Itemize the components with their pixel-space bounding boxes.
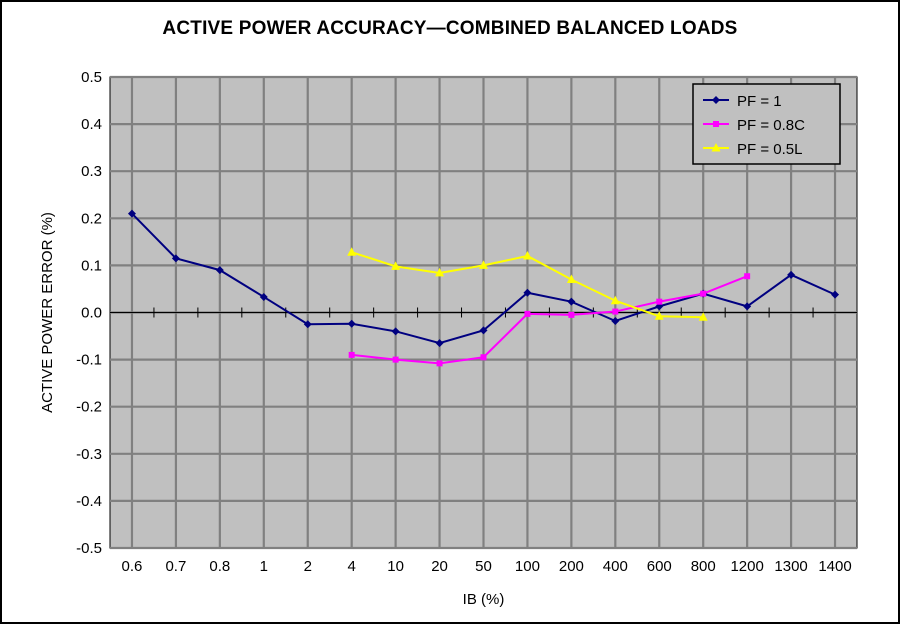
y-tick-label: -0.5	[76, 540, 102, 557]
legend-label: PF = 0.5L	[737, 141, 802, 158]
x-tick-label: 600	[647, 558, 672, 575]
y-tick-label: 0.2	[81, 210, 102, 227]
data-point	[612, 309, 618, 315]
x-tick-label: 20	[431, 558, 448, 575]
data-point	[481, 354, 487, 360]
x-tick-label: 0.7	[165, 558, 186, 575]
x-tick-label: 1300	[774, 558, 807, 575]
x-axis-title: IB (%)	[463, 591, 505, 608]
x-tick-label: 0.6	[122, 558, 143, 575]
data-point	[524, 311, 530, 317]
data-point	[744, 273, 750, 279]
y-tick-label: 0.3	[81, 163, 102, 180]
y-tick-label: 0.4	[81, 116, 102, 133]
data-point	[349, 352, 355, 358]
y-tick-label: -0.1	[76, 352, 102, 369]
data-point	[656, 299, 662, 305]
data-point	[700, 291, 706, 297]
x-tick-label: 800	[691, 558, 716, 575]
y-tick-label: 0.1	[81, 257, 102, 274]
legend-label: PF = 1	[737, 93, 782, 110]
x-tick-label: 400	[603, 558, 628, 575]
data-point	[713, 121, 719, 127]
x-tick-label: 1	[260, 558, 268, 575]
y-tick-label: 0.0	[81, 305, 102, 322]
y-tick-label: -0.2	[76, 399, 102, 416]
x-tick-label: 10	[387, 558, 404, 575]
data-point	[393, 357, 399, 363]
legend: PF = 1 PF = 0.8C PF = 0.5L	[693, 84, 840, 164]
x-tick-label: 200	[559, 558, 584, 575]
x-tick-label: 0.8	[209, 558, 230, 575]
x-tick-label: 2	[304, 558, 312, 575]
legend-label: PF = 0.8C	[737, 117, 805, 134]
x-tick-label: 4	[348, 558, 356, 575]
y-axis-title: ACTIVE POWER ERROR (%)	[39, 212, 56, 413]
x-tick-label: 1400	[818, 558, 851, 575]
y-tick-label: -0.4	[76, 493, 102, 510]
data-point	[437, 360, 443, 366]
x-tick-label: 100	[515, 558, 540, 575]
y-tick-label: 0.5	[81, 69, 102, 86]
x-tick-label: 1200	[730, 558, 763, 575]
x-tick-label: 50	[475, 558, 492, 575]
data-point	[568, 312, 574, 318]
y-tick-label: -0.3	[76, 446, 102, 463]
